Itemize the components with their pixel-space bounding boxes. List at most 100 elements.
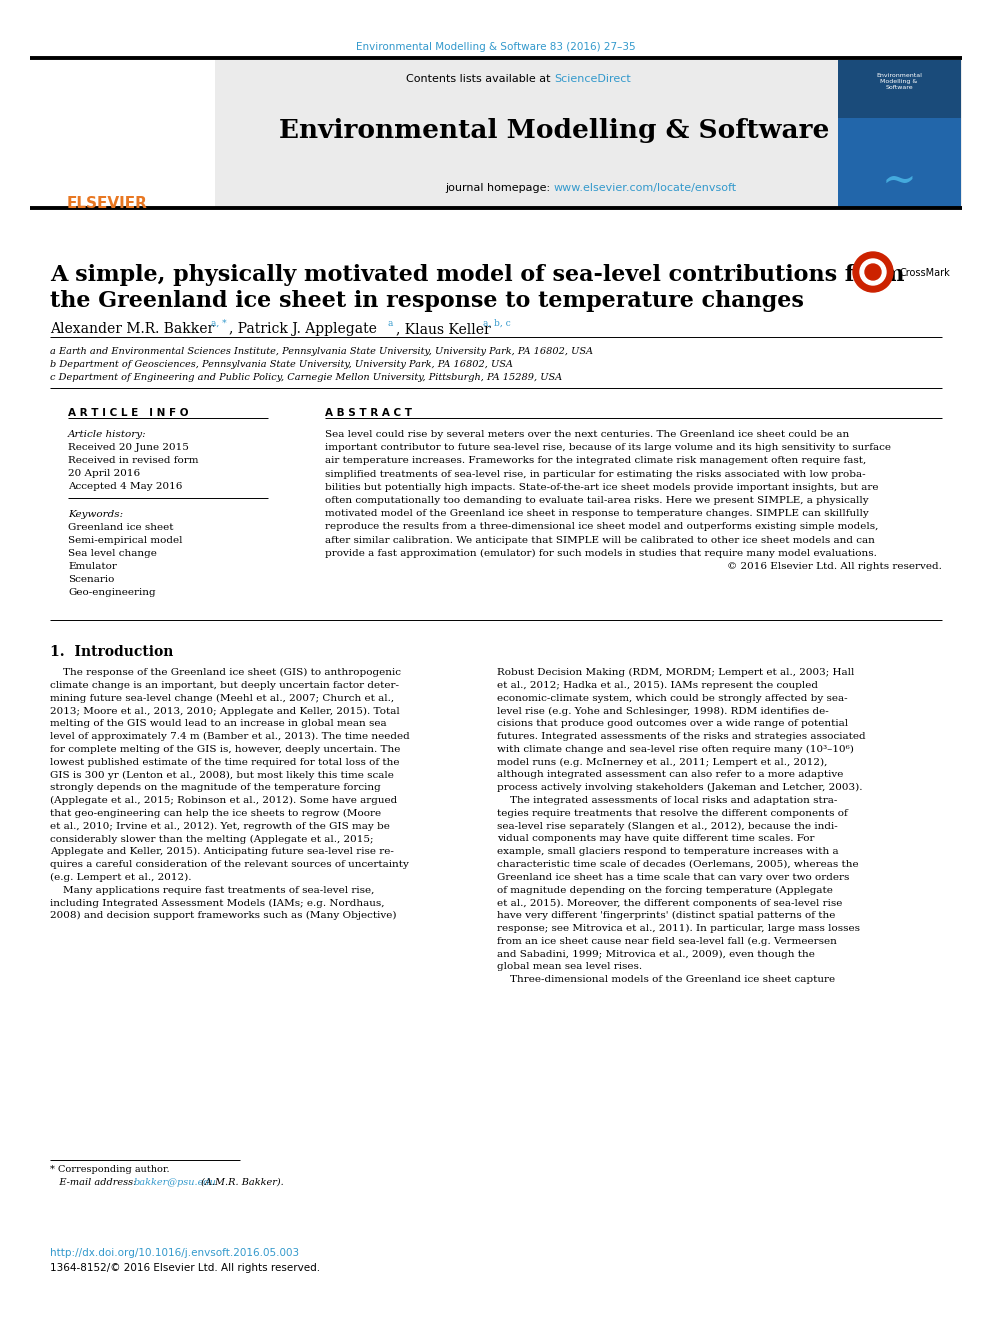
Text: http://dx.doi.org/10.1016/j.envsoft.2016.05.003: http://dx.doi.org/10.1016/j.envsoft.2016… xyxy=(50,1248,300,1258)
Text: melting of the GIS would lead to an increase in global mean sea: melting of the GIS would lead to an incr… xyxy=(50,720,387,728)
Text: et al., 2015). Moreover, the different components of sea-level rise: et al., 2015). Moreover, the different c… xyxy=(497,898,842,908)
Text: a, *: a, * xyxy=(211,319,226,328)
Text: et al., 2010; Irvine et al., 2012). Yet, regrowth of the GIS may be: et al., 2010; Irvine et al., 2012). Yet,… xyxy=(50,822,390,831)
Text: Sea level could rise by several meters over the next centuries. The Greenland ic: Sea level could rise by several meters o… xyxy=(325,430,849,439)
Circle shape xyxy=(853,251,893,292)
Text: Greenland ice sheet has a time scale that can vary over two orders: Greenland ice sheet has a time scale tha… xyxy=(497,873,849,882)
Text: a Earth and Environmental Sciences Institute, Pennsylvania State University, Uni: a Earth and Environmental Sciences Insti… xyxy=(50,347,593,356)
Text: of magnitude depending on the forcing temperature (Applegate: of magnitude depending on the forcing te… xyxy=(497,885,833,894)
Text: journal homepage:: journal homepage: xyxy=(445,183,554,193)
Text: * Corresponding author.: * Corresponding author. xyxy=(50,1166,170,1174)
Text: 2008) and decision support frameworks such as (Many Objective): 2008) and decision support frameworks su… xyxy=(50,912,397,921)
Text: Received 20 June 2015: Received 20 June 2015 xyxy=(68,443,188,452)
Text: including Integrated Assessment Models (IAMs; e.g. Nordhaus,: including Integrated Assessment Models (… xyxy=(50,898,385,908)
Text: model runs (e.g. McInerney et al., 2011; Lempert et al., 2012),: model runs (e.g. McInerney et al., 2011;… xyxy=(497,758,827,767)
Text: ~: ~ xyxy=(882,160,917,202)
Bar xyxy=(838,118,961,206)
Circle shape xyxy=(865,265,881,280)
Text: (A.M.R. Bakker).: (A.M.R. Bakker). xyxy=(198,1177,284,1187)
Text: c Department of Engineering and Public Policy, Carnegie Mellon University, Pitts: c Department of Engineering and Public P… xyxy=(50,373,562,382)
Text: tegies require treatments that resolve the different components of: tegies require treatments that resolve t… xyxy=(497,808,848,818)
Text: global mean sea level rises.: global mean sea level rises. xyxy=(497,962,642,971)
Text: quires a careful consideration of the relevant sources of uncertainty: quires a careful consideration of the re… xyxy=(50,860,409,869)
Text: Keywords:: Keywords: xyxy=(68,509,123,519)
Text: process actively involving stakeholders (Jakeman and Letcher, 2003).: process actively involving stakeholders … xyxy=(497,783,862,792)
Text: (Applegate et al., 2015; Robinson et al., 2012). Some have argued: (Applegate et al., 2015; Robinson et al.… xyxy=(50,796,397,806)
Text: important contributor to future sea-level rise, because of its large volume and : important contributor to future sea-leve… xyxy=(325,443,891,452)
Text: although integrated assessment can also refer to a more adaptive: although integrated assessment can also … xyxy=(497,770,843,779)
Text: from an ice sheet cause near field sea-level fall (e.g. Vermeersen: from an ice sheet cause near field sea-l… xyxy=(497,937,837,946)
Text: motivated model of the Greenland ice sheet in response to temperature changes. S: motivated model of the Greenland ice she… xyxy=(325,509,869,519)
Text: , Klaus Keller: , Klaus Keller xyxy=(396,321,491,336)
Text: often computationally too demanding to evaluate tail-area risks. Here we present: often computationally too demanding to e… xyxy=(325,496,869,505)
Text: bakker@psu.edu: bakker@psu.edu xyxy=(134,1177,217,1187)
Text: Semi-empirical model: Semi-empirical model xyxy=(68,536,183,545)
Text: Robust Decision Making (RDM, MORDM; Lempert et al., 2003; Hall: Robust Decision Making (RDM, MORDM; Lemp… xyxy=(497,668,854,677)
Text: for complete melting of the GIS is, however, deeply uncertain. The: for complete melting of the GIS is, howe… xyxy=(50,745,401,754)
Text: air temperature increases. Frameworks for the integrated climate risk management: air temperature increases. Frameworks fo… xyxy=(325,456,866,466)
Text: © 2016 Elsevier Ltd. All rights reserved.: © 2016 Elsevier Ltd. All rights reserved… xyxy=(727,562,942,572)
Circle shape xyxy=(860,259,886,284)
Text: cisions that produce good outcomes over a wide range of potential: cisions that produce good outcomes over … xyxy=(497,720,848,728)
Text: Geo-engineering: Geo-engineering xyxy=(68,587,156,597)
Text: www.elsevier.com/locate/envsoft: www.elsevier.com/locate/envsoft xyxy=(554,183,737,193)
Text: climate change is an important, but deeply uncertain factor deter-: climate change is an important, but deep… xyxy=(50,681,399,689)
Text: Received in revised form: Received in revised form xyxy=(68,456,198,464)
Text: 20 April 2016: 20 April 2016 xyxy=(68,468,140,478)
Text: , Patrick J. Applegate: , Patrick J. Applegate xyxy=(229,321,377,336)
Text: Contents lists available at: Contents lists available at xyxy=(406,74,554,83)
Text: a, b, c: a, b, c xyxy=(483,319,511,328)
Bar xyxy=(30,60,215,208)
Text: et al., 2012; Hadka et al., 2015). IAMs represent the coupled: et al., 2012; Hadka et al., 2015). IAMs … xyxy=(497,681,818,689)
Text: ELSEVIER: ELSEVIER xyxy=(66,196,148,210)
Text: after similar calibration. We anticipate that SIMPLE will be calibrated to other: after similar calibration. We anticipate… xyxy=(325,536,875,545)
Text: economic-climate system, which could be strongly affected by sea-: economic-climate system, which could be … xyxy=(497,693,847,703)
Text: have very different 'fingerprints' (distinct spatial patterns of the: have very different 'fingerprints' (dist… xyxy=(497,912,835,921)
Text: considerably slower than the melting (Applegate et al., 2015;: considerably slower than the melting (Ap… xyxy=(50,835,374,844)
Text: strongly depends on the magnitude of the temperature forcing: strongly depends on the magnitude of the… xyxy=(50,783,381,792)
Text: level rise (e.g. Yohe and Schlesinger, 1998). RDM identifies de-: level rise (e.g. Yohe and Schlesinger, 1… xyxy=(497,706,828,716)
Text: vidual components may have quite different time scales. For: vidual components may have quite differe… xyxy=(497,835,814,843)
Text: with climate change and sea-level rise often require many (10³–10⁶): with climate change and sea-level rise o… xyxy=(497,745,854,754)
Text: 1.  Introduction: 1. Introduction xyxy=(50,646,174,659)
Text: that geo-engineering can help the ice sheets to regrow (Moore: that geo-engineering can help the ice sh… xyxy=(50,808,381,818)
Text: Article history:: Article history: xyxy=(68,430,147,439)
Bar xyxy=(838,60,961,206)
Text: E-mail address:: E-mail address: xyxy=(50,1177,140,1187)
Text: characteristic time scale of decades (Oerlemans, 2005), whereas the: characteristic time scale of decades (Oe… xyxy=(497,860,859,869)
Text: Applegate and Keller, 2015). Anticipating future sea-level rise re-: Applegate and Keller, 2015). Anticipatin… xyxy=(50,847,394,856)
Text: Scenario: Scenario xyxy=(68,576,114,583)
Text: and Sabadini, 1999; Mitrovica et al., 2009), even though the: and Sabadini, 1999; Mitrovica et al., 20… xyxy=(497,950,814,959)
Text: The response of the Greenland ice sheet (GIS) to anthropogenic: The response of the Greenland ice sheet … xyxy=(50,668,401,677)
Text: (e.g. Lempert et al., 2012).: (e.g. Lempert et al., 2012). xyxy=(50,873,191,882)
Text: provide a fast approximation (emulator) for such models in studies that require : provide a fast approximation (emulator) … xyxy=(325,549,877,558)
Text: GIS is 300 yr (Lenton et al., 2008), but most likely this time scale: GIS is 300 yr (Lenton et al., 2008), but… xyxy=(50,770,394,779)
Text: Many applications require fast treatments of sea-level rise,: Many applications require fast treatment… xyxy=(50,885,374,894)
Text: A simple, physically motivated model of sea-level contributions from: A simple, physically motivated model of … xyxy=(50,265,905,286)
Text: level of approximately 7.4 m (Bamber et al., 2013). The time needed: level of approximately 7.4 m (Bamber et … xyxy=(50,732,410,741)
Text: Emulator: Emulator xyxy=(68,562,117,572)
Text: sea-level rise separately (Slangen et al., 2012), because the indi-: sea-level rise separately (Slangen et al… xyxy=(497,822,838,831)
Text: a: a xyxy=(387,319,393,328)
Text: b Department of Geosciences, Pennsylvania State University, University Park, PA : b Department of Geosciences, Pennsylvani… xyxy=(50,360,513,369)
Text: lowest published estimate of the time required for total loss of the: lowest published estimate of the time re… xyxy=(50,758,400,766)
Text: ScienceDirect: ScienceDirect xyxy=(554,74,631,83)
Text: Environmental Modelling & Software 83 (2016) 27–35: Environmental Modelling & Software 83 (2… xyxy=(356,42,636,52)
Text: Accepted 4 May 2016: Accepted 4 May 2016 xyxy=(68,482,183,491)
Text: the Greenland ice sheet in response to temperature changes: the Greenland ice sheet in response to t… xyxy=(50,290,804,312)
Text: Alexander M.R. Bakker: Alexander M.R. Bakker xyxy=(50,321,214,336)
Text: 2013; Moore et al., 2013, 2010; Applegate and Keller, 2015). Total: 2013; Moore et al., 2013, 2010; Applegat… xyxy=(50,706,400,716)
Text: reproduce the results from a three-dimensional ice sheet model and outperforms e: reproduce the results from a three-dimen… xyxy=(325,523,878,532)
Text: The integrated assessments of local risks and adaptation stra-: The integrated assessments of local risk… xyxy=(497,796,837,804)
Text: bilities but potentially high impacts. State-of-the-art ice sheet models provide: bilities but potentially high impacts. S… xyxy=(325,483,879,492)
Text: mining future sea-level change (Meehl et al., 2007; Church et al.,: mining future sea-level change (Meehl et… xyxy=(50,693,394,703)
Text: Greenland ice sheet: Greenland ice sheet xyxy=(68,523,174,532)
Text: A R T I C L E   I N F O: A R T I C L E I N F O xyxy=(68,407,188,418)
Bar xyxy=(30,60,962,208)
Text: futures. Integrated assessments of the risks and strategies associated: futures. Integrated assessments of the r… xyxy=(497,732,866,741)
Text: Environmental
Modelling &
Software: Environmental Modelling & Software xyxy=(876,73,922,90)
Text: simplified treatments of sea-level rise, in particular for estimating the risks : simplified treatments of sea-level rise,… xyxy=(325,470,866,479)
Text: response; see Mitrovica et al., 2011). In particular, large mass losses: response; see Mitrovica et al., 2011). I… xyxy=(497,923,860,933)
Text: 1364-8152/© 2016 Elsevier Ltd. All rights reserved.: 1364-8152/© 2016 Elsevier Ltd. All right… xyxy=(50,1263,320,1273)
Text: Sea level change: Sea level change xyxy=(68,549,157,558)
